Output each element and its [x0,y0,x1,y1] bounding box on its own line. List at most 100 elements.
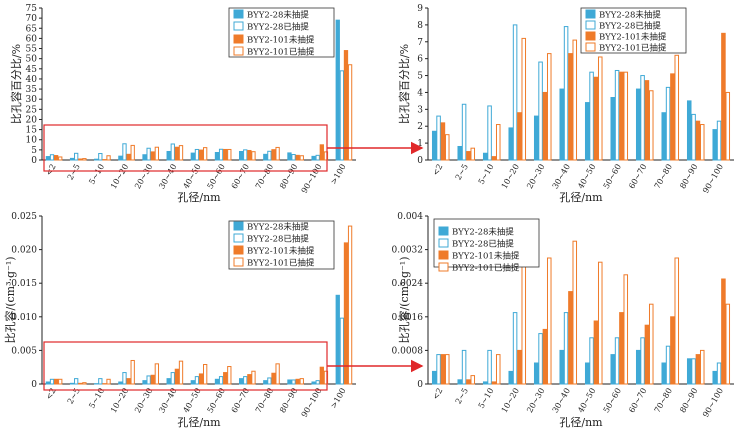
bar-br-s1-c9 [665,345,671,385]
y-tick-label: 10 [26,136,38,146]
bar-br-s0-c4 [533,362,539,385]
x-tick-label: 90~100 [701,163,725,195]
bar-tl-s1-c1 [74,152,79,161]
x-tick-label: 2~5 [454,163,470,182]
x-tick-label: 70~80 [653,163,674,191]
bar-tl-s1-c6 [194,148,200,161]
bar-tl-s3-c1 [82,158,87,161]
x-tick-label: 30~40 [157,163,178,191]
y-axis-title: 比孔容百分比/% [9,44,23,124]
bar-bl-s1-c0 [49,378,55,385]
bar-br-s2-c1 [466,379,471,385]
bar-tr-s2-c4 [542,91,548,161]
bar-br-s1-c10 [691,358,696,385]
bar-tr-s0-c4 [533,115,539,161]
y-tick-label: 15 [26,126,38,136]
legend-label: BYY2-28已抽提 [247,22,309,33]
bar-br-s1-c11 [716,362,722,385]
bar-tl-s0-c4 [142,154,147,161]
x-tick-label: 60~70 [230,162,251,190]
bar-br-s3-c9 [674,257,680,385]
bar-tl-s0-c3 [118,155,123,161]
bar-tr-s3-c10 [699,124,705,161]
bar-bl-s1-c1 [74,378,79,385]
bar-br-s0-c5 [559,349,565,385]
bar-tl-s1-c5 [170,143,175,161]
bar-bl-s2-c7 [223,372,228,385]
x-axis-title: 孔径/nm [559,191,603,204]
x-tick-label: 90~100 [300,163,324,195]
x-axis-title: 孔径/nm [177,416,221,429]
bar-tr-s0-c6 [584,102,590,161]
x-tick-label: 30~40 [551,387,572,415]
bar-br-s3-c10 [699,349,705,385]
x-tick-label: 50~60 [206,163,227,191]
bar-tl-s0-c12 [335,19,340,161]
legend-label: BYY2-28未抽提 [247,10,309,21]
legend-label: BYY2-101未抽提 [452,251,520,262]
legend-label: BYY2-28未抽提 [599,10,661,21]
bar-br-s0-c2 [482,381,488,385]
legend-swatch [585,9,596,19]
bar-tr-s2-c3 [517,112,522,161]
x-tick-label: 40~50 [181,387,202,415]
bar-tl-s0-c8 [238,150,244,161]
y-tick-label: 25 [26,105,38,115]
y-tick-label: 0.025 [11,212,37,222]
bar-bl-s3-c9 [275,363,280,385]
bar-tl-s3-c0 [58,156,63,161]
bar-tr-s3-c1 [470,147,476,161]
bar-tl-s3-c8 [251,151,256,161]
bar-tl-s1-c2 [98,153,103,161]
legend-box [433,218,540,268]
bar-tl-s1-c0 [49,154,55,161]
bar-bl-s2-c1 [78,382,83,385]
y-tick-label: 4 [417,88,423,98]
legend-swatch [233,46,244,56]
bar-br-s0-c3 [508,370,514,385]
y-tick-label: 5 [31,146,37,156]
x-tick-label: 50~60 [602,163,623,191]
legend-swatch [585,31,596,41]
y-tick-label: 0.004 [397,212,423,222]
x-tick-label: 60~70 [627,387,648,415]
bar-bl-s0-c11 [311,381,316,385]
bar-bl-s0-c8 [238,378,244,385]
bar-tr-s0-c5 [559,88,565,161]
y-tick-label: 0.0024 [392,279,424,289]
bar-tl-s2-c1 [78,158,83,161]
bar-br-s0-c1 [457,379,463,385]
legend-swatch [585,42,596,52]
bar-br-s2-c5 [568,291,573,385]
bar-tr-s2-c5 [568,53,573,161]
bar-br-s0-c11 [712,370,718,385]
bar-bl-s0-c10 [287,379,292,385]
x-tick-label: 20~30 [525,163,546,191]
x-tick-label: 70~80 [254,163,275,191]
x-tick-label: 20~30 [525,387,546,415]
bar-tl-s0-c1 [69,157,75,161]
bar-tr-s1-c3 [512,24,518,161]
bar-br-s2-c4 [542,328,548,385]
y-axis-title: 比孔容/(cm³·g⁻¹) [397,256,411,343]
bar-br-s1-c8 [640,337,645,385]
bar-br-s3-c2 [495,354,501,385]
x-tick-label: <2 [431,163,445,178]
y-tick-label: 3 [417,105,423,115]
bar-tl-s1-c7 [218,148,224,161]
legend-box [228,220,335,270]
y-tick-label: 0.0008 [392,346,424,356]
bar-bl-s1-c12 [339,317,345,385]
bar-tl-s2-c10 [295,154,300,161]
bar-br-s1-c6 [589,337,594,385]
bar-tl-s0-c7 [214,152,220,161]
bar-bl-s0-c9 [263,380,268,385]
bar-br-s3-c1 [470,375,476,385]
bar-br-s3-c7 [623,274,629,385]
legend-swatch [233,34,244,44]
bar-tl-s0-c0 [45,156,51,161]
bar-bl-s0-c6 [190,380,195,385]
bar-bl-s3-c2 [106,378,111,385]
y-tick-label: 65 [26,24,38,34]
bar-br-s1-c7 [614,337,620,385]
